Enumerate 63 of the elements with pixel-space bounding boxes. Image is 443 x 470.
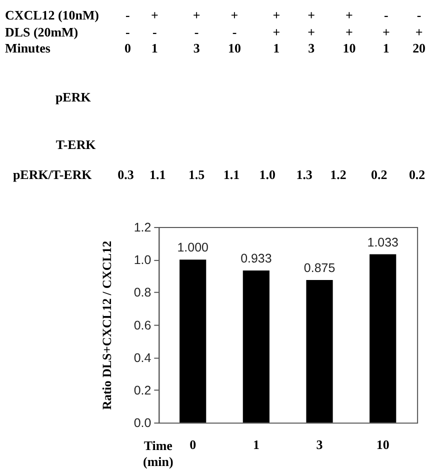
text: 3 (193, 40, 200, 56)
text: 0.3 (118, 167, 134, 182)
x-tick-label: 0 (190, 437, 196, 452)
text: Minutes (4, 40, 50, 56)
text: + (272, 24, 280, 40)
x-tick-label: 1 (252, 437, 260, 452)
text: 1.1 (223, 167, 240, 182)
text: - (384, 7, 388, 22)
x-tick-label: 3 (316, 437, 324, 452)
data-label: 1.033 (367, 235, 399, 250)
text: 0 (124, 40, 131, 56)
text: + (415, 24, 423, 40)
y-tick-label: 0.4 (134, 350, 152, 365)
text: - (126, 24, 130, 40)
y-tick-label: 1.0 (134, 253, 152, 268)
data-label: 0.875 (304, 261, 336, 276)
text: - (232, 24, 237, 40)
y-axis-title: Ratio DLS+CXCL12 / CXCL12 (100, 240, 114, 410)
text: 1 (382, 40, 390, 56)
bar (242, 270, 270, 423)
bar (306, 280, 333, 423)
text: 20 (412, 40, 426, 56)
text: - (152, 24, 157, 40)
text: T-ERK (56, 137, 96, 152)
text: - (194, 24, 199, 40)
y-tick-label: 0.6 (134, 318, 152, 332)
text: + (272, 7, 280, 22)
x-axis-title: Time (min) (143, 438, 174, 469)
text: 10 (228, 40, 241, 56)
y-tick-label: 1.2 (134, 220, 152, 235)
text: + (308, 24, 315, 40)
text: pERK (55, 89, 91, 104)
text: 1.3 (296, 167, 313, 182)
text: 10 (342, 40, 356, 56)
text: DLS (20mM) (4, 24, 78, 40)
text: + (308, 7, 315, 22)
text: + (150, 7, 158, 22)
text: + (230, 7, 238, 22)
text: 1 (151, 40, 158, 56)
bar (370, 254, 396, 423)
text: + (192, 7, 200, 22)
text: + (346, 24, 353, 40)
text: 1.5 (188, 167, 206, 182)
text: 3 (308, 40, 316, 56)
data-label: 0.933 (240, 252, 272, 266)
text: + (346, 7, 353, 22)
y-tick-label: 0.8 (134, 286, 152, 300)
text: 1 (273, 40, 280, 56)
bar (180, 260, 206, 423)
text: pERK/T-ERK (12, 167, 92, 182)
text: + (382, 24, 390, 40)
y-tick-label: 0.2 (134, 383, 152, 398)
text: 1.0 (259, 167, 276, 182)
text: - (126, 7, 130, 22)
text: - (416, 7, 422, 22)
text: 1.2 (330, 167, 346, 182)
text: 0.2 (408, 167, 426, 182)
text: CXCL12 (10nM) (4, 7, 100, 22)
y-tick-label: 0.0 (134, 416, 152, 430)
data-label: 1.000 (177, 240, 209, 255)
text: 0.2 (371, 167, 388, 182)
text: 1.1 (150, 167, 166, 182)
x-tick-label: 10 (376, 437, 390, 452)
